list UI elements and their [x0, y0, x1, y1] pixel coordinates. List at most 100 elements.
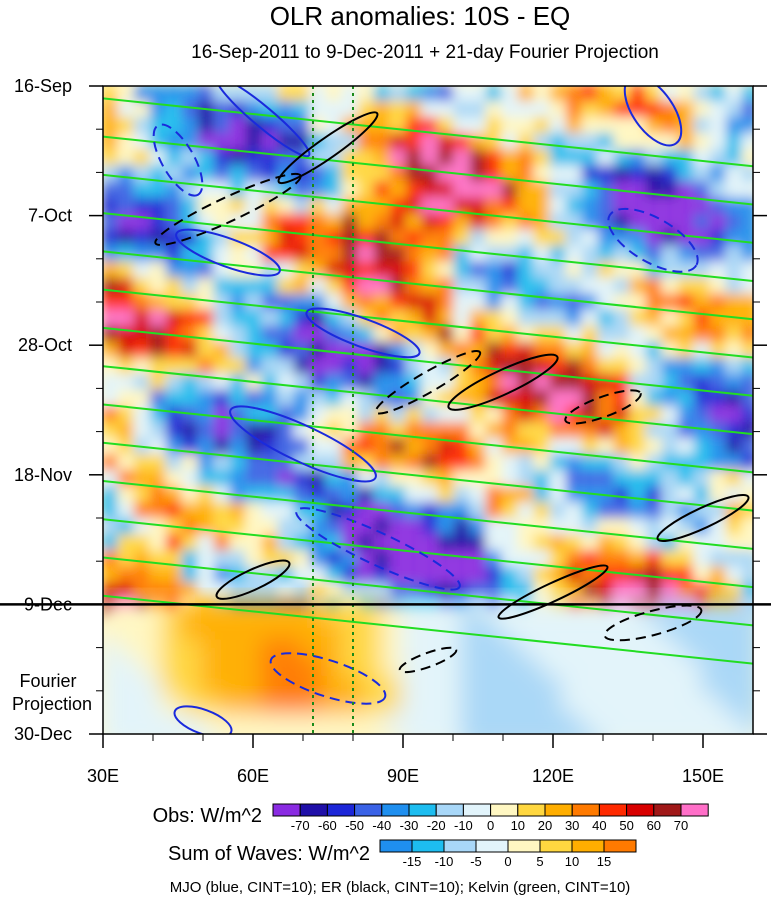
- anomaly-cell: [678, 582, 693, 601]
- anomaly-cell: [118, 566, 133, 585]
- anomaly-cell: [406, 357, 421, 376]
- anomaly-cell: [534, 566, 549, 585]
- anomaly-cell: [518, 566, 533, 585]
- anomaly-cell: [182, 405, 197, 424]
- anomaly-cell: [502, 309, 517, 328]
- chart-title: OLR anomalies: 10S - EQ: [270, 1, 571, 31]
- anomaly-cell: [406, 550, 421, 569]
- anomaly-cell: [342, 86, 357, 103]
- anomaly-cell: [422, 518, 437, 537]
- anomaly-cell: [470, 101, 485, 120]
- kelvin-contour: [103, 326, 753, 397]
- anomaly-cell: [582, 229, 597, 248]
- anomaly-cell: [598, 518, 613, 537]
- anomaly-field: [103, 86, 753, 617]
- projection-cell: [541, 676, 561, 695]
- anomaly-cell: [470, 518, 485, 537]
- anomaly-cell: [342, 582, 357, 601]
- anomaly-cell: [246, 277, 261, 296]
- anomaly-cell: [150, 117, 165, 136]
- projection-cell: [321, 732, 341, 734]
- projection-cell: [261, 639, 281, 658]
- colorbar-tick-label: -50: [345, 818, 364, 833]
- anomaly-cell: [582, 389, 597, 408]
- anomaly-cell: [726, 502, 741, 521]
- anomaly-cell: [614, 550, 629, 569]
- anomaly-cell: [630, 165, 645, 184]
- anomaly-cell: [582, 133, 597, 152]
- projection-cell: [721, 694, 741, 713]
- anomaly-cell: [294, 213, 309, 232]
- anomaly-cell: [166, 389, 181, 408]
- anomaly-cell: [662, 550, 677, 569]
- anomaly-cell: [214, 309, 229, 328]
- anomaly-cell: [598, 101, 613, 120]
- anomaly-cell: [582, 101, 597, 120]
- anomaly-cell: [278, 229, 293, 248]
- anomaly-cell: [470, 405, 485, 424]
- anomaly-cell: [486, 582, 501, 601]
- mjo-contour: [623, 86, 683, 147]
- anomaly-cell: [726, 486, 741, 505]
- projection-cell: [501, 732, 521, 734]
- anomaly-cell: [134, 389, 149, 408]
- anomaly-cell: [246, 389, 261, 408]
- anomaly-cell: [358, 229, 373, 248]
- anomaly-cell: [614, 438, 629, 457]
- anomaly-cell: [710, 293, 725, 312]
- anomaly-cell: [678, 438, 693, 457]
- projection-cell: [581, 657, 601, 676]
- anomaly-cell: [454, 582, 469, 601]
- anomaly-cell: [646, 197, 661, 216]
- anomaly-cell: [326, 438, 341, 457]
- anomaly-cell: [662, 470, 677, 489]
- anomaly-cell: [534, 470, 549, 489]
- projection-cell: [481, 657, 501, 676]
- anomaly-cell: [134, 566, 149, 585]
- anomaly-cell: [486, 486, 501, 505]
- projection-cell: [501, 713, 521, 732]
- anomaly-cell: [454, 101, 469, 120]
- projection-cell: [681, 732, 701, 734]
- anomaly-cell: [294, 582, 309, 601]
- anomaly-cell: [246, 309, 261, 328]
- projection-cell: [681, 639, 701, 658]
- anomaly-cell: [742, 470, 753, 489]
- anomaly-cell: [118, 454, 133, 473]
- anomaly-cell: [614, 357, 629, 376]
- projection-cell: [601, 676, 621, 695]
- anomaly-cell: [150, 309, 165, 328]
- anomaly-cell: [630, 438, 645, 457]
- anomaly-cell: [166, 373, 181, 392]
- anomaly-cell: [502, 582, 517, 601]
- anomaly-cell: [166, 261, 181, 280]
- projection-cell: [221, 676, 241, 695]
- anomaly-cell: [150, 277, 165, 296]
- projection-cell: [721, 602, 741, 621]
- projection-cell: [741, 732, 753, 734]
- anomaly-cell: [390, 133, 405, 152]
- anomaly-cell: [358, 486, 373, 505]
- projection-cell: [321, 676, 341, 695]
- anomaly-cell: [502, 86, 517, 103]
- anomaly-cell: [662, 197, 677, 216]
- anomaly-cell: [662, 133, 677, 152]
- anomaly-cell: [598, 229, 613, 248]
- anomaly-cell: [278, 341, 293, 360]
- anomaly-cell: [134, 229, 149, 248]
- projection-cell: [601, 713, 621, 732]
- anomaly-cell: [582, 213, 597, 232]
- projection-cell: [481, 713, 501, 732]
- anomaly-cell: [566, 277, 581, 296]
- projection-cell: [103, 620, 121, 639]
- anomaly-cell: [646, 277, 661, 296]
- anomaly-cell: [150, 534, 165, 553]
- anomaly-cell: [103, 149, 117, 168]
- anomaly-cell: [630, 101, 645, 120]
- anomaly-cell: [630, 502, 645, 521]
- projection-cell: [381, 639, 401, 658]
- colorbar-swatch: [381, 803, 410, 817]
- anomaly-cell: [246, 165, 261, 184]
- anomaly-cell: [518, 309, 533, 328]
- anomaly-cell: [566, 86, 581, 103]
